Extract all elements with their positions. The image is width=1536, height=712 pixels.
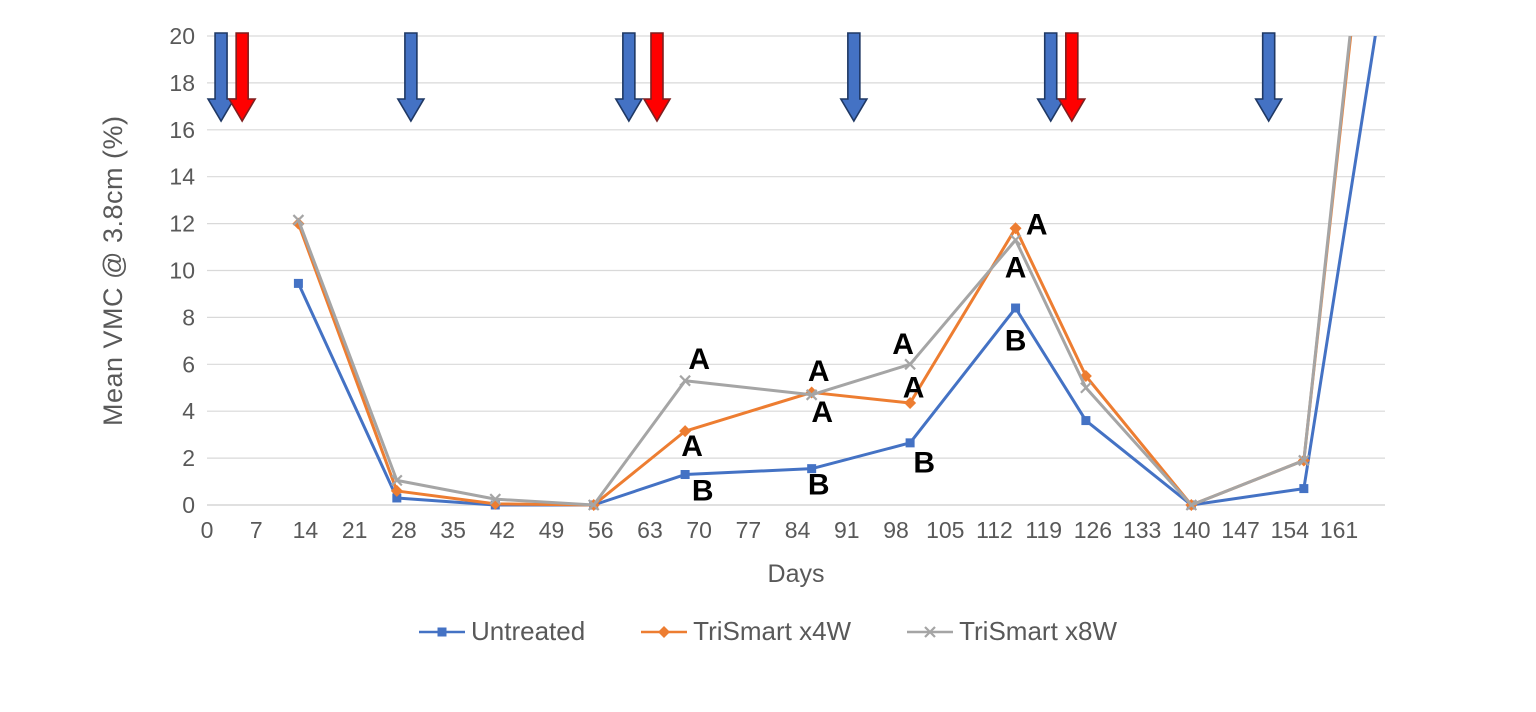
red-application-arrow xyxy=(642,32,672,123)
legend: Untreated TriSmart x4W TriSmart x8W xyxy=(0,616,1536,647)
y-tick-label: 6 xyxy=(182,351,195,377)
blue-application-arrow xyxy=(614,32,644,123)
significance-label: A xyxy=(808,355,830,388)
blue-application-arrow xyxy=(839,32,869,123)
x-marker xyxy=(1298,454,1310,467)
diamond-marker xyxy=(390,484,403,497)
y-tick-label: 2 xyxy=(182,445,195,471)
blue-application-arrow xyxy=(396,32,426,123)
diamond-legend-marker xyxy=(641,625,688,638)
x-marker xyxy=(1009,234,1022,246)
x-marker xyxy=(805,389,818,401)
diamond-marker xyxy=(904,396,917,409)
x-tick-label: 147 xyxy=(1221,517,1259,543)
x-tick-label: 133 xyxy=(1123,517,1161,543)
x-tick-label: 84 xyxy=(785,517,811,543)
square-legend-marker xyxy=(418,627,465,636)
y-tick-label: 0 xyxy=(182,492,195,518)
diamond-marker xyxy=(679,425,692,438)
y-tick-label: 12 xyxy=(169,211,195,237)
significance-label: B xyxy=(808,469,830,502)
x-tick-label: 49 xyxy=(539,517,565,543)
blue-application-arrow xyxy=(1254,32,1284,123)
diamond-marker xyxy=(1009,222,1022,235)
significance-label: A xyxy=(681,430,703,463)
x-tick-label: 77 xyxy=(736,517,762,543)
y-tick-label: 20 xyxy=(169,23,195,49)
series-layer xyxy=(292,36,1377,511)
legend-item-trismart-x4w: TriSmart x4W xyxy=(641,616,851,647)
red-application-arrow xyxy=(1057,32,1087,123)
x-tick-label: 21 xyxy=(342,517,368,543)
x-tick-label: 35 xyxy=(440,517,466,543)
x-marker xyxy=(489,493,502,505)
significance-label: A xyxy=(1005,252,1027,285)
y-tick-label: 16 xyxy=(169,117,195,143)
x-axis-title: Days xyxy=(767,560,825,588)
significance-label: B xyxy=(1005,324,1027,357)
x-tick-label: 112 xyxy=(976,517,1013,543)
y-tick-label: 4 xyxy=(182,398,195,424)
legend-label: Untreated xyxy=(470,616,586,646)
significance-label: B xyxy=(913,446,935,479)
significance-label: A xyxy=(903,371,925,404)
legend-item-untreated: Untreated xyxy=(418,616,586,647)
x-tick-label: 161 xyxy=(1320,517,1358,543)
x-tick-label: 70 xyxy=(686,517,712,543)
x-tick-label: 14 xyxy=(293,517,319,543)
x-tick-label: 91 xyxy=(834,517,860,543)
square-marker xyxy=(905,438,915,448)
square-marker xyxy=(293,278,303,288)
y-tick-label: 18 xyxy=(169,70,195,96)
square-marker xyxy=(680,470,690,480)
x-tick-label: 98 xyxy=(883,517,909,543)
series-line-trismart-x8w xyxy=(296,36,1352,507)
series-line-trismart-x4w xyxy=(296,36,1353,507)
y-tick-label: 8 xyxy=(182,304,195,330)
y-tick-label: 10 xyxy=(169,258,195,284)
square-marker xyxy=(392,493,402,503)
x-tick-label: 105 xyxy=(926,517,964,543)
square-marker xyxy=(1299,484,1309,494)
square-marker xyxy=(1011,303,1021,313)
y-tick-label: 14 xyxy=(169,164,195,190)
x-tick-label: 154 xyxy=(1271,517,1310,543)
significance-label: B xyxy=(692,474,714,507)
x-tick-label: 119 xyxy=(1025,517,1062,543)
x-tick-label: 63 xyxy=(637,517,663,543)
significance-label: A xyxy=(892,328,914,361)
x-tick-label: 7 xyxy=(250,517,263,543)
blue-application-arrow xyxy=(206,32,236,123)
x-marker xyxy=(587,499,600,511)
significance-label: A xyxy=(688,343,710,376)
x-tick-label: 0 xyxy=(201,517,214,543)
x-marker xyxy=(292,214,305,226)
x-tick-label: 42 xyxy=(490,517,516,543)
square-marker xyxy=(1081,416,1091,426)
square-marker xyxy=(807,464,817,474)
red-application-arrow xyxy=(227,32,257,123)
x-tick-label: 28 xyxy=(391,517,417,543)
legend-label: TriSmart x8W xyxy=(959,616,1118,646)
x-marker xyxy=(904,358,916,371)
series-line-untreated xyxy=(296,36,1377,507)
significance-label: A xyxy=(1026,208,1048,241)
x-marker xyxy=(1080,381,1092,394)
x-marker xyxy=(391,474,403,487)
x-tick-label: 126 xyxy=(1074,517,1112,543)
y-axis-title: Mean VMC @ 3.8cm (%) xyxy=(98,115,128,426)
legend-item-trismart-x8w: TriSmart x8W xyxy=(907,616,1117,647)
legend-label: TriSmart x4W xyxy=(693,616,852,646)
x-marker xyxy=(679,374,691,387)
blue-application-arrow xyxy=(1036,32,1066,123)
x-tick-label: 56 xyxy=(588,517,614,543)
x-marker xyxy=(1185,499,1198,511)
x-legend-marker xyxy=(907,625,954,638)
x-tick-label: 140 xyxy=(1172,517,1210,543)
significance-label: A xyxy=(811,396,833,429)
